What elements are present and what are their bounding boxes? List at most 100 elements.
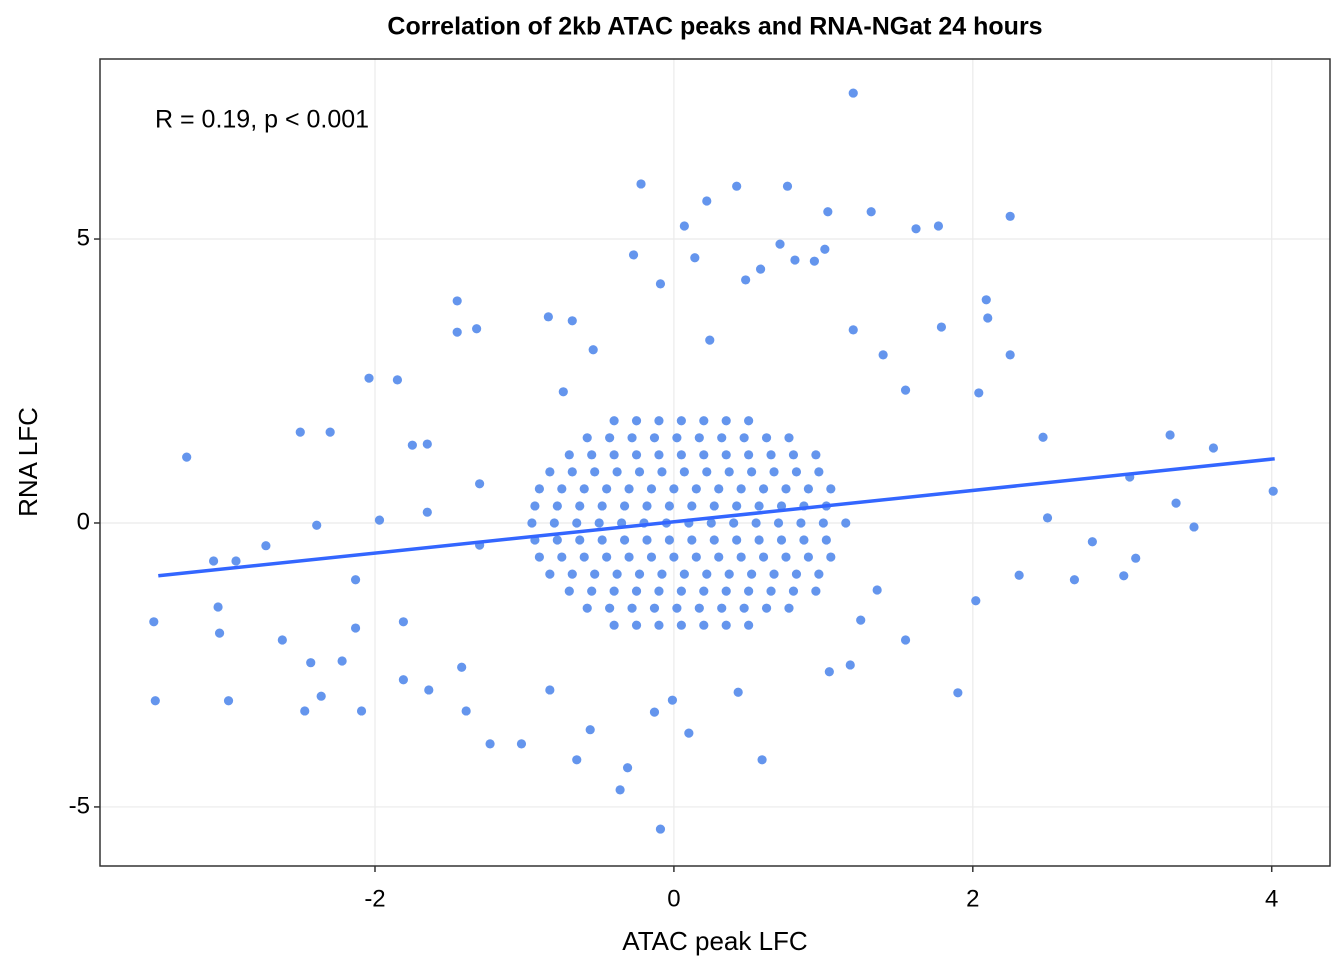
- y-tick-label: -5: [69, 792, 90, 819]
- point: [619, 501, 630, 511]
- point: [214, 628, 225, 638]
- point: [761, 603, 772, 613]
- point: [654, 586, 664, 596]
- point: [631, 450, 642, 460]
- point: [590, 569, 600, 579]
- point: [691, 552, 701, 562]
- point: [824, 667, 834, 677]
- point: [732, 535, 742, 545]
- point: [841, 518, 851, 528]
- fit-line: [158, 457, 1275, 578]
- point: [791, 467, 802, 477]
- point: [657, 467, 667, 477]
- point: [1042, 513, 1053, 523]
- point: [664, 501, 675, 511]
- x-tick-label: 0: [667, 885, 680, 912]
- point: [182, 452, 192, 462]
- x-tick-label: 4: [1265, 885, 1278, 912]
- point: [572, 755, 582, 765]
- point: [776, 535, 787, 545]
- point: [398, 617, 408, 627]
- point: [784, 433, 794, 443]
- point: [605, 433, 615, 443]
- point: [654, 416, 664, 426]
- point: [672, 433, 682, 443]
- point: [634, 467, 645, 477]
- point: [747, 569, 757, 579]
- point: [784, 603, 794, 613]
- point: [754, 501, 764, 511]
- point: [796, 518, 806, 528]
- point: [208, 556, 219, 566]
- point: [721, 586, 731, 596]
- point: [587, 450, 597, 460]
- point: [605, 603, 615, 613]
- point: [705, 335, 715, 345]
- point: [758, 484, 769, 494]
- point: [609, 586, 619, 596]
- point: [422, 507, 432, 517]
- point: [316, 691, 326, 701]
- point: [642, 501, 652, 511]
- point: [781, 484, 791, 494]
- point: [277, 635, 287, 645]
- point: [729, 518, 739, 528]
- point: [799, 535, 809, 545]
- point: [788, 450, 799, 460]
- y-tick-label: 5: [77, 224, 90, 251]
- point: [312, 520, 322, 530]
- point: [543, 312, 553, 322]
- point: [609, 450, 619, 460]
- point: [149, 617, 159, 627]
- point: [776, 501, 787, 511]
- point: [557, 484, 567, 494]
- point: [669, 552, 679, 562]
- point: [790, 255, 800, 265]
- point: [803, 484, 814, 494]
- point: [775, 239, 785, 249]
- point: [826, 484, 836, 494]
- point: [667, 695, 678, 705]
- point: [856, 615, 866, 625]
- point: [878, 350, 888, 360]
- point: [612, 569, 622, 579]
- point: [634, 569, 645, 579]
- point: [602, 484, 612, 494]
- point: [654, 620, 664, 630]
- point: [736, 484, 746, 494]
- point: [424, 685, 434, 695]
- point: [699, 620, 709, 630]
- point: [714, 484, 724, 494]
- point: [754, 535, 764, 545]
- point: [757, 755, 767, 765]
- point: [684, 728, 694, 738]
- point: [657, 569, 667, 579]
- point: [739, 433, 749, 443]
- panel-border: [99, 58, 1331, 867]
- point: [590, 467, 600, 477]
- point: [627, 603, 637, 613]
- point: [457, 662, 467, 672]
- point: [602, 552, 612, 562]
- point: [582, 433, 592, 443]
- point: [350, 575, 361, 585]
- point: [782, 181, 793, 191]
- point: [407, 440, 417, 450]
- point: [231, 556, 241, 566]
- point: [485, 739, 495, 749]
- point: [741, 275, 751, 285]
- point: [1014, 570, 1024, 580]
- point: [552, 501, 562, 511]
- point: [582, 603, 592, 613]
- point: [676, 416, 686, 426]
- point: [261, 541, 271, 551]
- point: [866, 207, 876, 217]
- point: [911, 224, 921, 234]
- point: [545, 569, 555, 579]
- point: [655, 824, 666, 834]
- point: [649, 433, 660, 443]
- point: [702, 569, 712, 579]
- point: [791, 569, 802, 579]
- point: [1005, 211, 1015, 221]
- point: [699, 586, 709, 596]
